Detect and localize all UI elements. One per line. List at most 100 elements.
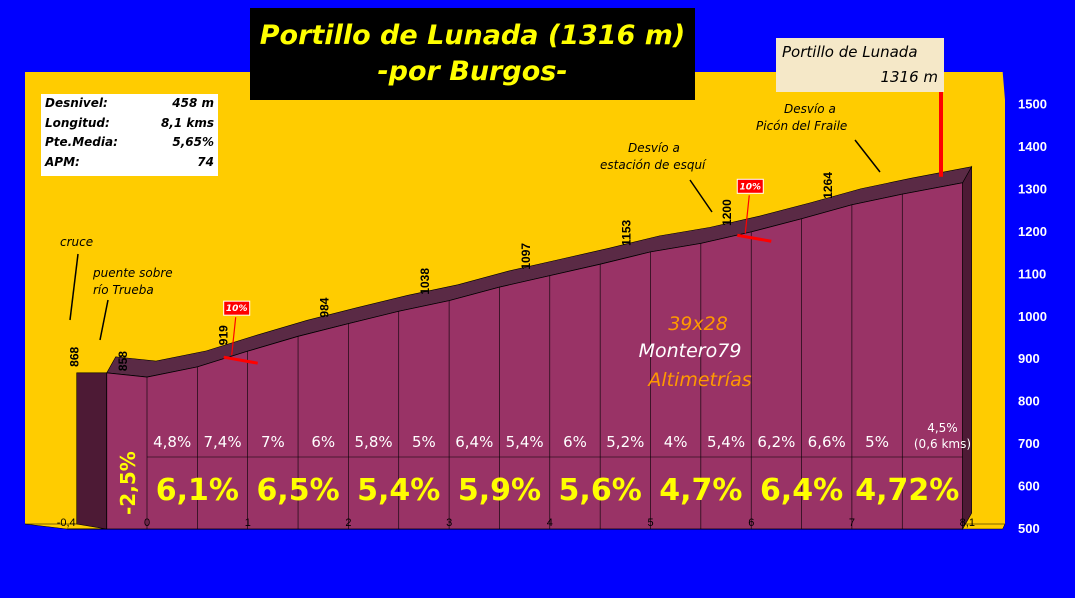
- elevation-label: 1153: [620, 220, 634, 246]
- first-segment-gradient: -2,5%: [116, 451, 140, 515]
- max-gradient-leader: [744, 195, 750, 234]
- segment-gradient-label: 6,2%: [757, 433, 795, 451]
- x-tick-label: 6: [748, 517, 754, 529]
- y-tick-label: 1000: [1018, 309, 1047, 324]
- chart-title: Portillo de Lunada (1316 m): [259, 20, 686, 51]
- km-gradient-label: 5,9%: [458, 473, 541, 508]
- stat-value: 5,65%: [172, 135, 214, 149]
- y-tick-label: 500: [1018, 521, 1040, 536]
- segment-gradient-label: 5,4%: [506, 433, 544, 451]
- y-tick-label: 1500: [1018, 97, 1047, 112]
- y-tick-label: 1100: [1018, 266, 1046, 281]
- elevation-label: 868: [68, 346, 82, 366]
- segment-gradient-label: 4,8%: [153, 433, 191, 451]
- y-tick-label: 700: [1018, 436, 1040, 451]
- stat-row: APM: 74: [41, 153, 218, 173]
- km-gradient-label: 5,6%: [559, 473, 642, 508]
- x-tick-label: 0: [144, 517, 150, 529]
- stat-label: Pte.Media:: [45, 135, 118, 149]
- max-gradient-badge: [223, 300, 251, 316]
- stat-value: 8,1 kms: [160, 115, 214, 130]
- x-tick-label: 7: [849, 517, 855, 529]
- segment-gradient-label: 5%: [412, 433, 436, 451]
- x-tick-label: 5: [648, 517, 654, 529]
- elevation-label: 1097: [519, 243, 533, 270]
- segment-gradient-label: 6,4%: [455, 433, 493, 451]
- annotation-leader: [69, 253, 79, 321]
- x-tick-label: 8,1: [960, 517, 975, 529]
- profile-left-wall: [76, 372, 108, 530]
- annotation-text: río Trueba: [93, 283, 154, 297]
- elevation-label: 858: [116, 351, 130, 371]
- y-tick-label: 900: [1018, 351, 1040, 366]
- max-gradient-leader: [231, 317, 237, 356]
- annotation-leader: [854, 139, 881, 173]
- watermark-line: 39x28: [668, 313, 728, 335]
- max-gradient-label: 10%: [226, 304, 248, 314]
- stats-box: Desnivel: 458 m Longitud: 8,1 kms Pte.Medi…: [41, 94, 218, 176]
- y-tick-label: 1400: [1018, 139, 1047, 154]
- annotation-text: Picón del Fraile: [756, 119, 847, 133]
- segment-gradient-label: 6%: [311, 433, 335, 451]
- max-gradient-stripe: [223, 355, 258, 365]
- km-gradient-label: 6,5%: [256, 473, 339, 508]
- x-tick-label: 1: [245, 517, 251, 529]
- summit-name: Portillo de Lunada: [782, 43, 918, 61]
- km-gradient-label: 6,4%: [760, 473, 843, 508]
- stat-row: Longitud: 8,1 kms: [41, 114, 218, 134]
- elevation-label: 1264: [821, 172, 835, 199]
- stat-row: Pte.Media: 5,65%: [41, 133, 218, 153]
- summit-elevation: 1316 m: [880, 68, 938, 86]
- stat-value: 458 m: [172, 96, 214, 110]
- chart-subtitle: -por Burgos-: [377, 56, 568, 87]
- annotation-text: estación de esquí: [600, 158, 707, 172]
- summit-label-box: Portillo de Lunada 1316 m: [776, 38, 944, 92]
- max-gradient-label: 10%: [739, 182, 761, 192]
- annotation-leader: [689, 179, 713, 213]
- max-gradient-badge: [736, 178, 764, 194]
- watermark-line: Altimetrías: [646, 369, 751, 391]
- annotation-text: cruce: [60, 235, 93, 249]
- y-tick-label: 800: [1018, 394, 1040, 409]
- annotation-text: Desvío a: [784, 102, 836, 116]
- y-tick-label: 1200: [1018, 224, 1047, 239]
- km-gradient-label: 4,7%: [659, 473, 742, 508]
- stat-value: 74: [197, 154, 214, 169]
- profile-right-wall: [962, 165, 972, 531]
- y-tick-label: 1300: [1018, 181, 1047, 196]
- segment-gradient-label: 7,4%: [203, 433, 241, 451]
- annotation-text: Desvío a: [628, 141, 680, 155]
- segment-gradient-label: 5,4%: [707, 433, 745, 451]
- max-gradient-stripe: [737, 233, 772, 243]
- stat-label: APM:: [45, 154, 80, 169]
- km-gradient-label: 4,72%: [855, 473, 959, 508]
- segment-gradient-label: 6%: [563, 433, 587, 451]
- segment-gradient-label: 6,6%: [808, 433, 846, 451]
- segment-gradient-label: 5%: [865, 433, 889, 451]
- x-tick-label: 4: [547, 517, 553, 529]
- stat-label: Desnivel:: [45, 96, 108, 110]
- segment-gradient-label: 5,8%: [355, 433, 393, 451]
- y-tick-label: 600: [1018, 479, 1040, 494]
- segment-gradient-label: 4,5%: [927, 421, 958, 435]
- annotation-text: puente sobre: [92, 266, 173, 280]
- chart-title-box: Portillo de Lunada (1316 m) -por Burgos-: [250, 8, 695, 100]
- x-tick-label: 3: [446, 517, 452, 529]
- segment-gradient-label: 7%: [261, 433, 285, 451]
- x-tick-label: -0,4: [57, 517, 76, 529]
- elevation-label: 1200: [720, 199, 734, 226]
- segment-gradient-label: 4%: [664, 433, 688, 451]
- elevation-label: 919: [217, 325, 231, 345]
- segment-gradient-label: 5,2%: [606, 433, 644, 451]
- elevation-label: 1038: [418, 268, 432, 295]
- x-tick-label: 2: [345, 517, 351, 529]
- stat-label: Longitud:: [45, 115, 110, 130]
- segment-gradient-sublabel: (0,6 kms): [914, 437, 971, 451]
- annotation-leader: [99, 299, 109, 341]
- elevation-label: 984: [317, 297, 331, 317]
- km-gradient-label: 5,4%: [357, 473, 440, 508]
- km-gradient-label: 6,1%: [156, 473, 239, 508]
- stat-row: Desnivel: 458 m: [41, 94, 218, 114]
